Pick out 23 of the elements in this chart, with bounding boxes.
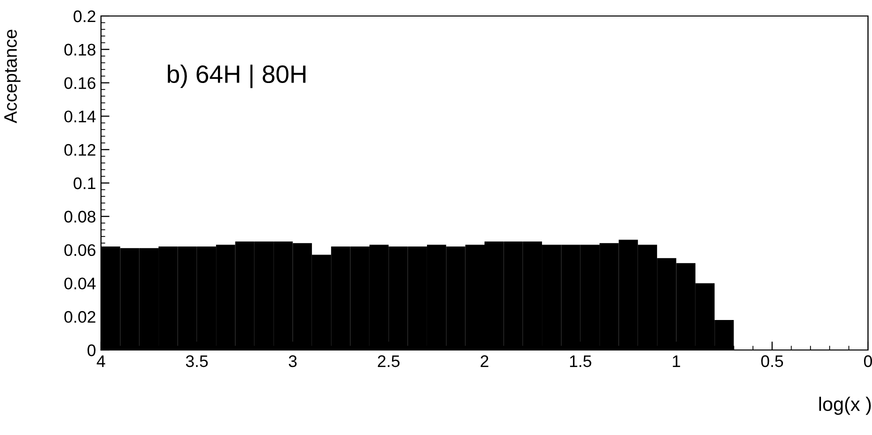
x-tick-label: 2 xyxy=(480,355,488,367)
y-tick-label: 0.1 xyxy=(74,177,96,190)
x-axis-title: log(x ) xyxy=(819,396,871,415)
y-tick-label: 0.18 xyxy=(64,44,96,56)
y-tick-label: 0.14 xyxy=(64,110,96,122)
x-tick-label: 0.5 xyxy=(761,355,784,368)
x-tick-label: 2.5 xyxy=(378,355,400,368)
x-tick-label: 1 xyxy=(672,355,680,367)
x-tick-label: 4 xyxy=(96,355,106,367)
y-tick-label: 0.12 xyxy=(64,144,96,156)
x-tick-label: 3.5 xyxy=(186,355,208,368)
y-tick-label: 0 xyxy=(88,344,96,356)
annotation: b) 64H | 80H xyxy=(168,64,306,88)
y-tick-label: 0.2 xyxy=(74,10,96,22)
x-tick-label: 1.5 xyxy=(570,355,592,368)
y-tick-label: 0.04 xyxy=(64,278,96,290)
y-axis-title: Acceptance xyxy=(4,30,20,124)
y-tick-label: 0.08 xyxy=(64,210,96,223)
y-tick-label: 0.16 xyxy=(64,77,96,90)
x-tick-label: 0 xyxy=(864,355,872,368)
y-tick-label: 0.06 xyxy=(64,244,96,256)
x-tick-label: 3 xyxy=(288,355,297,368)
y-tick-label: 0.02 xyxy=(64,311,96,323)
